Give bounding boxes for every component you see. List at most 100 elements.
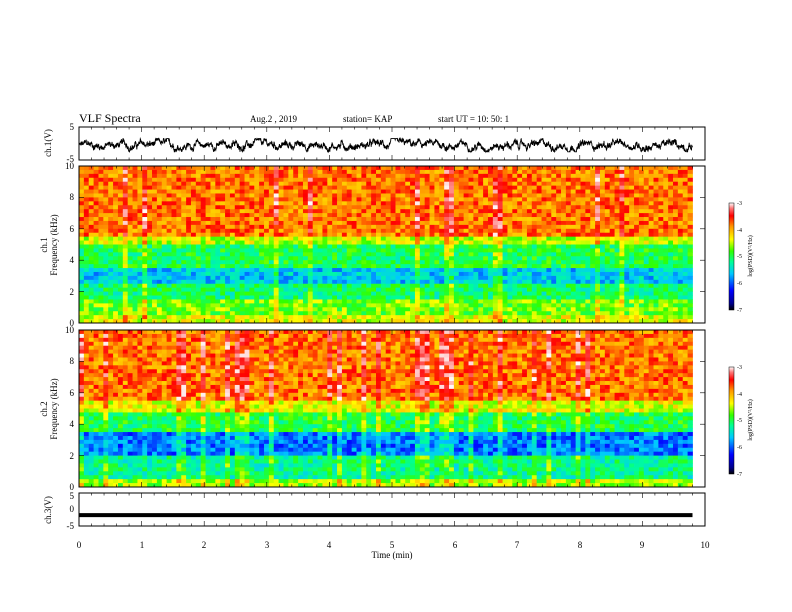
spectrogram-cell xyxy=(487,275,494,281)
spectrogram-cell xyxy=(371,217,377,222)
spectrogram-cell xyxy=(259,224,265,230)
spectrogram-cell xyxy=(449,268,455,273)
spectrogram-cell xyxy=(337,193,343,198)
spectrogram-cell xyxy=(419,264,426,269)
spectrogram-cell xyxy=(599,185,606,190)
spectrogram-cell xyxy=(414,240,421,245)
spectrogram-cell xyxy=(575,315,581,320)
spectrogram-cell xyxy=(663,264,669,269)
spectrogram-cell xyxy=(653,193,659,198)
spectrogram-cell xyxy=(298,201,304,206)
spectrogram-cell xyxy=(322,236,328,241)
spectrogram-cell xyxy=(259,291,265,296)
spectrogram-cell xyxy=(648,236,654,241)
spectrogram-cell xyxy=(541,303,547,308)
spectrogram-cell xyxy=(643,279,650,285)
spectrogram-cell xyxy=(361,209,367,214)
spectrogram-cell xyxy=(663,236,669,241)
spectrogram-cell xyxy=(239,197,245,202)
spectrogram-cell xyxy=(351,271,357,277)
spectrogram-cell xyxy=(98,209,104,214)
spectrogram-cell xyxy=(278,197,284,202)
spectrogram-cell xyxy=(113,169,119,175)
spectrogram-cell xyxy=(380,236,387,241)
spectrogram-cell xyxy=(604,244,611,249)
spectrogram-cell xyxy=(147,173,153,179)
spectrogram-cell xyxy=(283,232,289,238)
spectrogram-cell xyxy=(103,193,109,198)
spectrogram-cell xyxy=(492,248,499,253)
spectrogram-cell xyxy=(327,283,333,289)
spectrogram-cell xyxy=(629,268,635,273)
spectrogram-cell xyxy=(166,177,172,183)
spectrogram-cell xyxy=(561,291,567,296)
spectrogram-cell xyxy=(152,236,158,241)
spectrogram-cell xyxy=(599,201,606,206)
spectrogram-cell xyxy=(449,173,455,179)
spectrogram-cell xyxy=(88,303,95,308)
spectrogram-cell xyxy=(278,240,284,245)
spectrogram-cell xyxy=(638,240,645,245)
spectrogram-cell xyxy=(122,264,129,269)
spectrogram-cell xyxy=(366,295,372,300)
spectrogram-cell xyxy=(83,236,90,241)
spectrogram-cell xyxy=(229,275,236,281)
spectrogram-cell xyxy=(487,279,494,285)
spectrogram-cell xyxy=(638,193,645,198)
spectrogram-cell xyxy=(668,252,674,257)
spectrogram-cell xyxy=(229,205,236,210)
spectrogram-cell xyxy=(161,264,168,269)
spectrogram-cell xyxy=(283,228,289,234)
spectrogram-cell xyxy=(526,232,533,238)
spectrogram-cell xyxy=(507,213,513,218)
figure-title: VLF Spectra xyxy=(79,111,141,125)
spectrogram-cell xyxy=(629,311,635,316)
spectrogram-cell xyxy=(122,189,129,194)
spectrogram-cell xyxy=(122,201,129,206)
spectrogram-cell xyxy=(561,287,567,293)
spectrogram-cell xyxy=(648,189,654,194)
spectrogram-cell xyxy=(283,275,289,281)
spectrogram-cell xyxy=(624,315,630,320)
spectrogram-cell xyxy=(507,228,513,234)
spectrogram-cell xyxy=(453,228,460,234)
spectrogram-cell xyxy=(307,197,314,202)
spectrogram-cell xyxy=(419,181,426,187)
spectrogram-cell xyxy=(497,177,503,183)
spectrogram-cell xyxy=(307,256,314,261)
spectrogram-cell xyxy=(152,260,158,265)
spectrogram-cell xyxy=(634,228,640,234)
spectrogram-cell xyxy=(473,197,479,202)
spectrogram-cell xyxy=(380,197,387,202)
spectrogram-cell xyxy=(122,177,129,183)
spectrogram-cell xyxy=(322,319,328,324)
spectrogram-cell xyxy=(176,217,182,222)
spectrogram-cell xyxy=(512,275,518,281)
spectrogram-cell xyxy=(152,213,158,218)
spectrogram-cell xyxy=(536,264,542,269)
spectrogram-cell xyxy=(322,264,328,269)
spectrogram-cell xyxy=(273,173,280,179)
spectrogram-cell xyxy=(288,236,294,241)
spectrogram-cell xyxy=(585,217,591,222)
spectrogram-cell xyxy=(171,256,177,261)
spectrogram-cell xyxy=(249,205,255,210)
spectrogram-cell xyxy=(405,295,411,300)
spectrogram-cell xyxy=(512,209,518,214)
spectrogram-cell xyxy=(410,185,416,190)
spectrogram-cell xyxy=(556,299,562,304)
spectrogram-cell xyxy=(293,213,299,218)
spectrogram-cell xyxy=(220,240,226,245)
spectrogram-cell xyxy=(663,173,669,179)
spectrogram-cell xyxy=(497,213,503,218)
spectrogram-cell xyxy=(478,315,484,320)
spectrogram-cell xyxy=(142,283,148,289)
spectrogram-cell xyxy=(93,248,99,253)
spectrogram-cell xyxy=(307,201,314,206)
spectrogram-cell xyxy=(239,166,245,171)
spectrogram-cell xyxy=(458,166,465,171)
spectrogram-cell xyxy=(332,260,338,265)
spectrogram-cell xyxy=(434,240,440,245)
spectrogram-cell xyxy=(424,177,430,183)
spectrogram-cell xyxy=(517,248,523,253)
